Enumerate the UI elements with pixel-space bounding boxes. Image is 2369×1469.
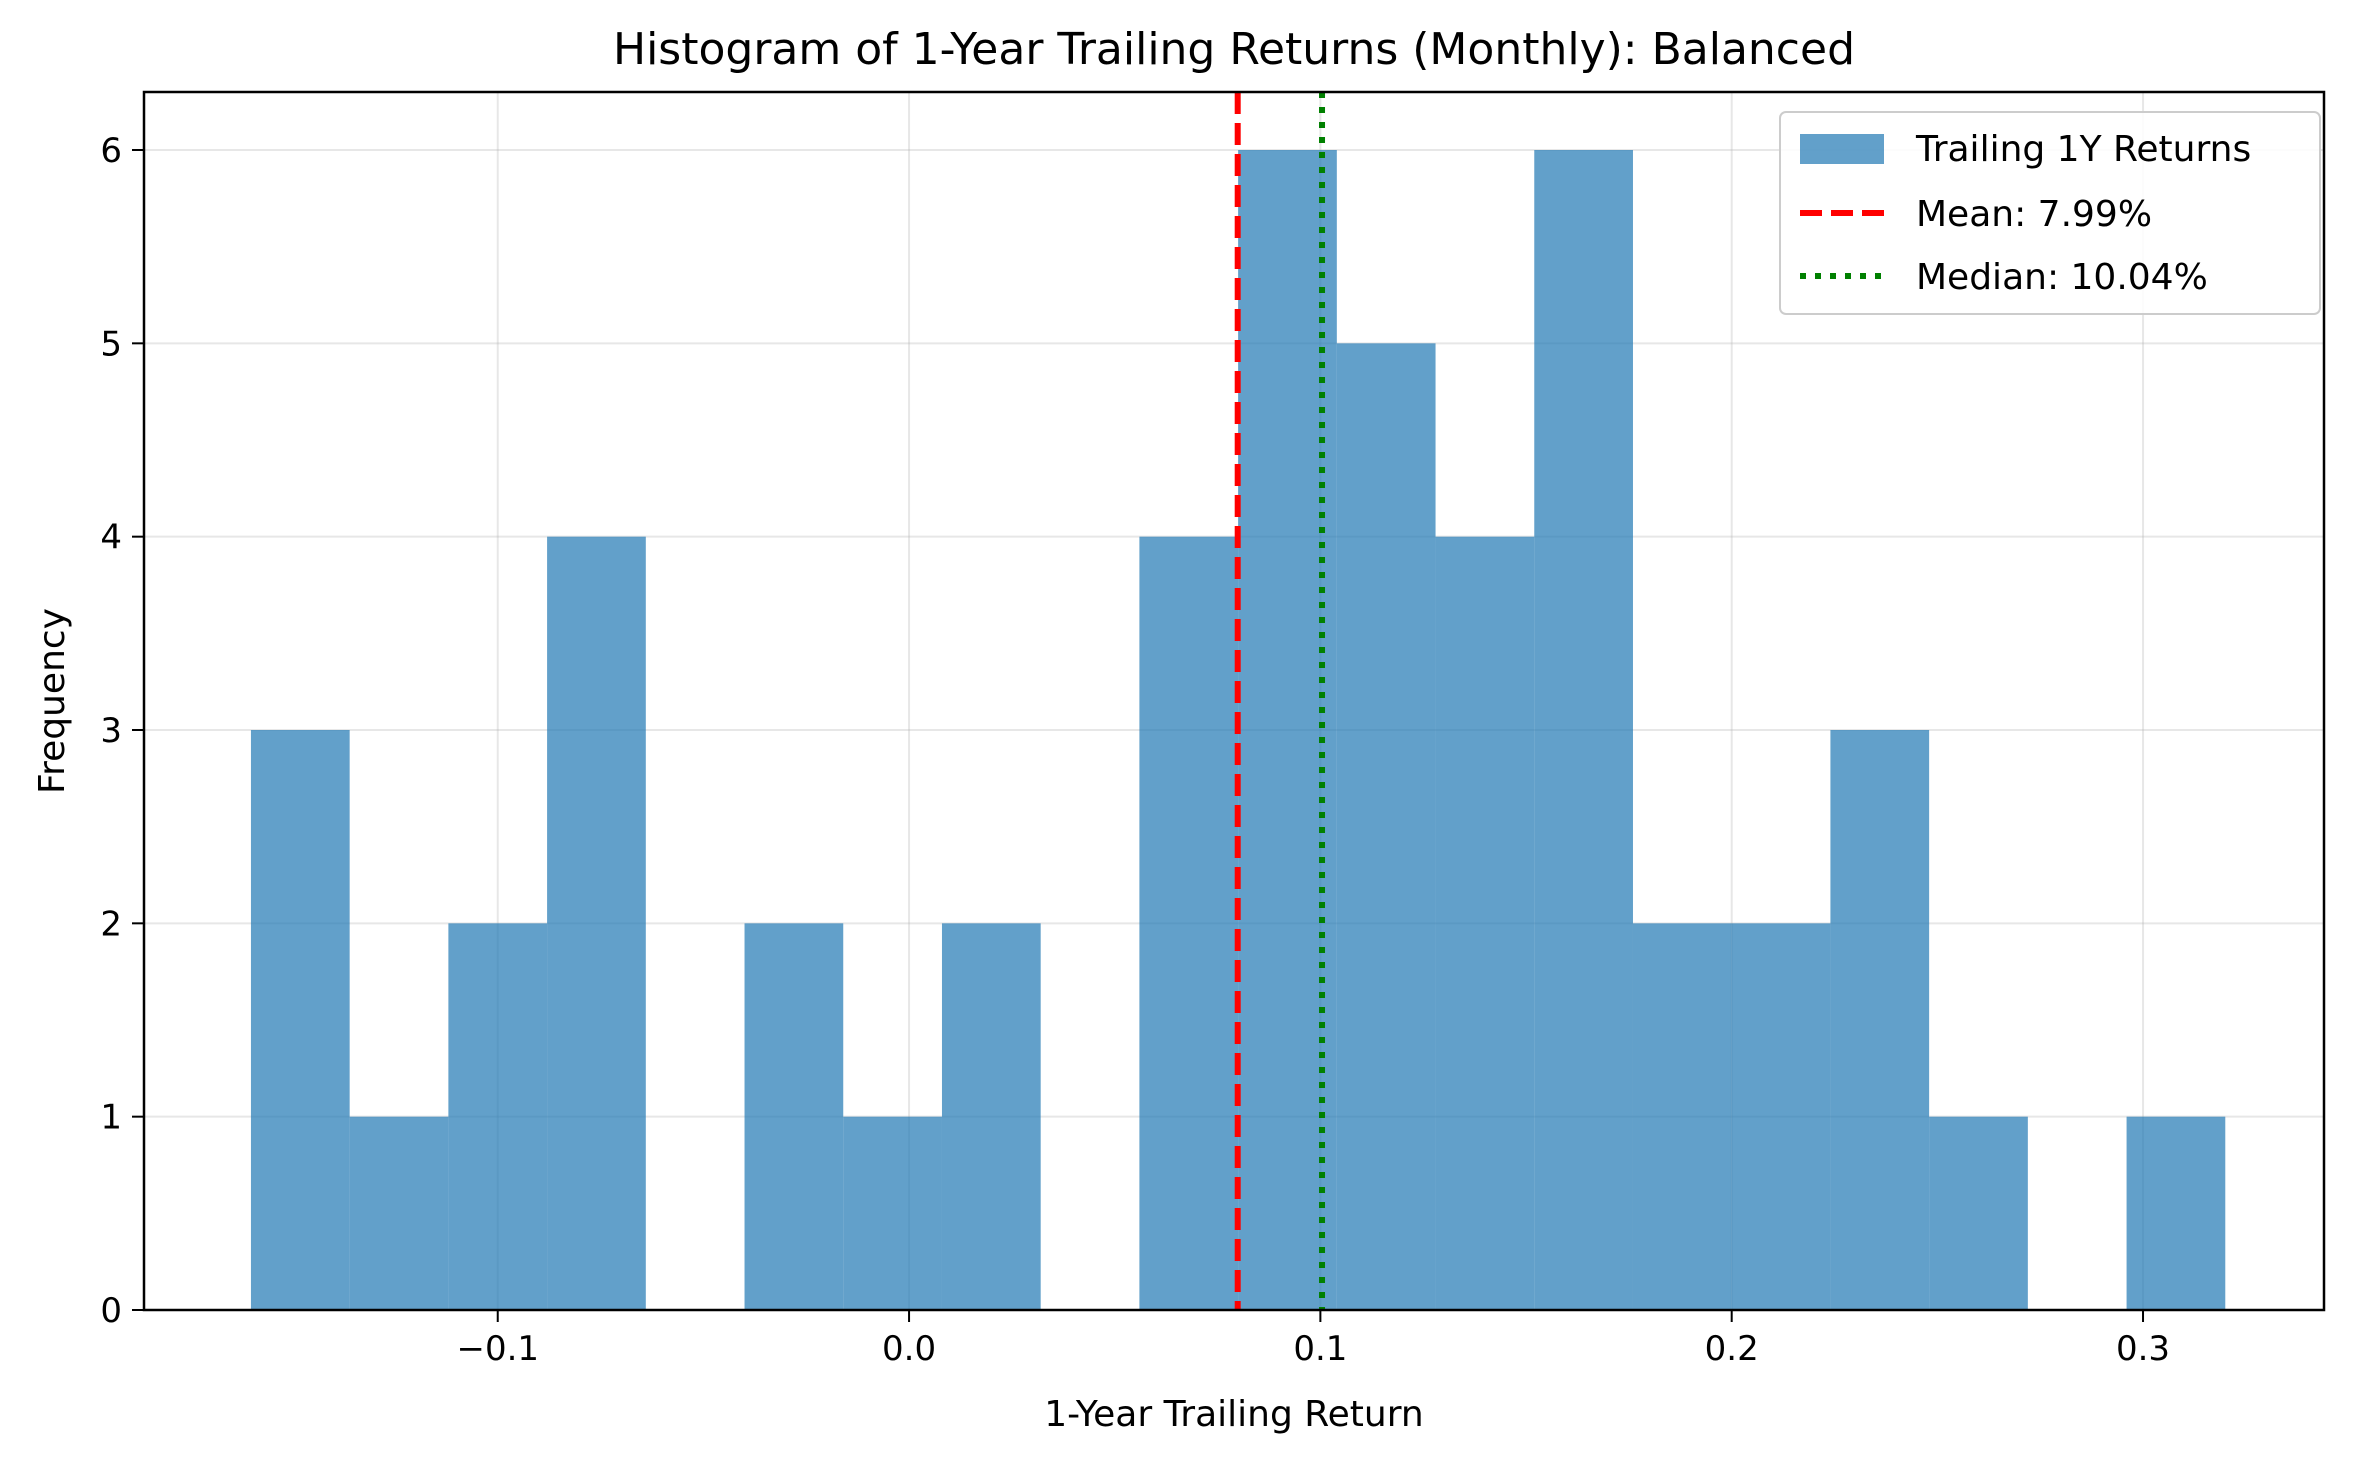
legend-label-median: Median: 10.04% (1916, 257, 2208, 298)
legend-label-mean: Mean: 7.99% (1916, 194, 2152, 235)
y-tick-label-0: 0 (100, 1291, 122, 1331)
histogram-bar-0 (250, 730, 350, 1310)
x-axis-label: 1-Year Trailing Return (1044, 1394, 1423, 1435)
y-tick-label-1: 1 (100, 1098, 122, 1138)
x-tick-label-1: 0.0 (882, 1329, 936, 1369)
histogram-bar-6 (843, 1116, 942, 1310)
y-axis-ticks: 0 1 2 3 4 5 6 (100, 131, 144, 1331)
legend-label-histogram: Trailing 1Y Returns (1915, 129, 2251, 170)
histogram-bar-5 (744, 923, 844, 1310)
histogram-bar-12 (1435, 536, 1535, 1310)
histogram-bar-1 (349, 1116, 449, 1310)
legend-box (1779, 111, 2321, 315)
histogram-bar-2 (448, 923, 548, 1310)
histogram-bar-9 (1139, 536, 1239, 1310)
y-tick-label-6: 6 (100, 131, 122, 171)
histogram-bar-15 (1731, 923, 1831, 1310)
y-axis-label: Frequency (32, 608, 73, 794)
histogram-bar-13 (1534, 150, 1633, 1310)
histogram-bar-17 (1929, 1116, 2028, 1310)
y-tick-label-5: 5 (100, 324, 122, 364)
histogram-bar-3 (547, 536, 646, 1310)
legend: Trailing 1Y Returns Mean: 7.99% Median: … (1779, 111, 2321, 315)
histogram-bar-14 (1632, 923, 1732, 1310)
legend-swatch-histogram (1800, 134, 1884, 164)
histogram-bar-16 (1830, 730, 1930, 1310)
histogram-bar-11 (1336, 343, 1436, 1310)
x-tick-label-2: 0.1 (1293, 1329, 1347, 1369)
chart-title: Histogram of 1-Year Trailing Returns (Mo… (613, 24, 1855, 75)
histogram-bar-7 (941, 923, 1041, 1310)
x-axis-ticks: −0.1 0.0 0.1 0.2 0.3 (456, 1310, 2170, 1369)
x-tick-label-3: 0.2 (1705, 1329, 1759, 1369)
x-tick-label-0: −0.1 (456, 1329, 539, 1369)
reference-lines (1234, 92, 1326, 1310)
histogram-bar-10 (1238, 150, 1337, 1310)
histogram-bar-19 (2126, 1116, 2226, 1310)
plot-frame (142, 90, 2326, 1312)
y-tick-label-2: 2 (100, 904, 122, 944)
y-tick-label-4: 4 (100, 518, 122, 558)
y-tick-label-3: 3 (100, 711, 122, 751)
x-tick-label-4: 0.3 (2116, 1329, 2170, 1369)
